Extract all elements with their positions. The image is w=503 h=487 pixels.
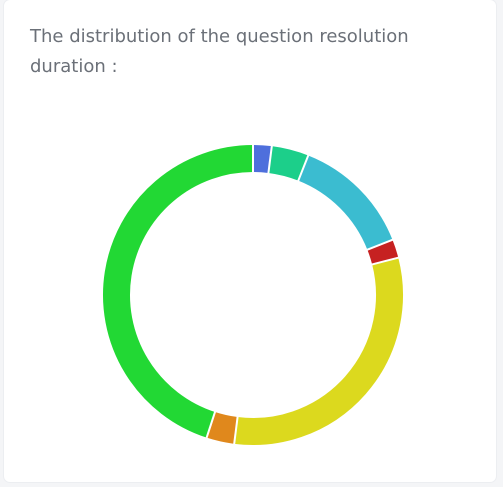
donut-segment [103,145,254,438]
card: The distribution of the question resolut… [4,0,496,482]
segment-gap [233,415,239,445]
segment-gap [267,145,273,175]
segment-gap [205,410,217,439]
donut-segment [297,155,393,251]
donut-segment [268,146,309,181]
donut-segment [252,145,272,173]
segment-gap [366,238,394,252]
segment-gap [296,154,310,182]
chart-title: The distribution of the question resolut… [30,26,409,77]
donut-segment [234,257,403,445]
donut-segment [367,239,399,265]
donut-segment [206,411,238,444]
segment-gap [370,256,400,266]
